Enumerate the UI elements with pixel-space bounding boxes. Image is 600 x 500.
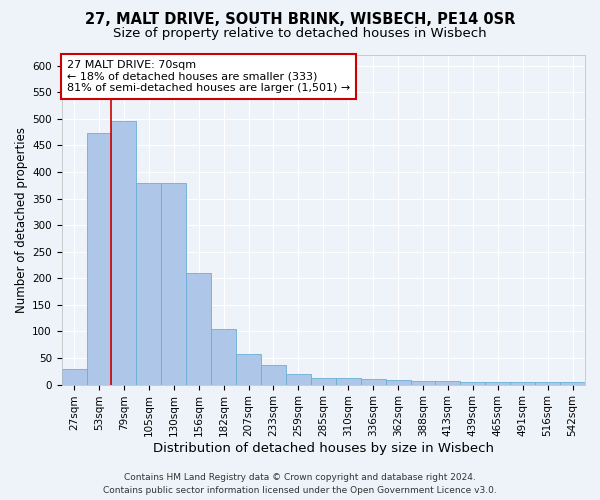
Bar bbox=[86, 132, 112, 384]
Bar bbox=[261, 365, 286, 384]
Bar bbox=[485, 382, 510, 384]
Bar bbox=[410, 382, 436, 384]
Bar bbox=[186, 273, 211, 384]
Bar bbox=[311, 378, 336, 384]
X-axis label: Distribution of detached houses by size in Wisbech: Distribution of detached houses by size … bbox=[153, 442, 494, 455]
Bar bbox=[510, 382, 535, 384]
Bar bbox=[436, 382, 460, 384]
Text: 27, MALT DRIVE, SOUTH BRINK, WISBECH, PE14 0SR: 27, MALT DRIVE, SOUTH BRINK, WISBECH, PE… bbox=[85, 12, 515, 28]
Bar bbox=[161, 182, 186, 384]
Bar bbox=[211, 329, 236, 384]
Text: Contains HM Land Registry data © Crown copyright and database right 2024.
Contai: Contains HM Land Registry data © Crown c… bbox=[103, 473, 497, 495]
Bar bbox=[112, 122, 136, 384]
Bar bbox=[336, 378, 361, 384]
Bar bbox=[535, 382, 560, 384]
Bar bbox=[136, 182, 161, 384]
Text: Size of property relative to detached houses in Wisbech: Size of property relative to detached ho… bbox=[113, 28, 487, 40]
Text: 27 MALT DRIVE: 70sqm
← 18% of detached houses are smaller (333)
81% of semi-deta: 27 MALT DRIVE: 70sqm ← 18% of detached h… bbox=[67, 60, 350, 93]
Bar bbox=[361, 380, 386, 384]
Bar bbox=[460, 382, 485, 384]
Bar bbox=[286, 374, 311, 384]
Bar bbox=[62, 368, 86, 384]
Bar bbox=[236, 354, 261, 384]
Bar bbox=[560, 382, 585, 384]
Bar bbox=[386, 380, 410, 384]
Y-axis label: Number of detached properties: Number of detached properties bbox=[15, 127, 28, 313]
